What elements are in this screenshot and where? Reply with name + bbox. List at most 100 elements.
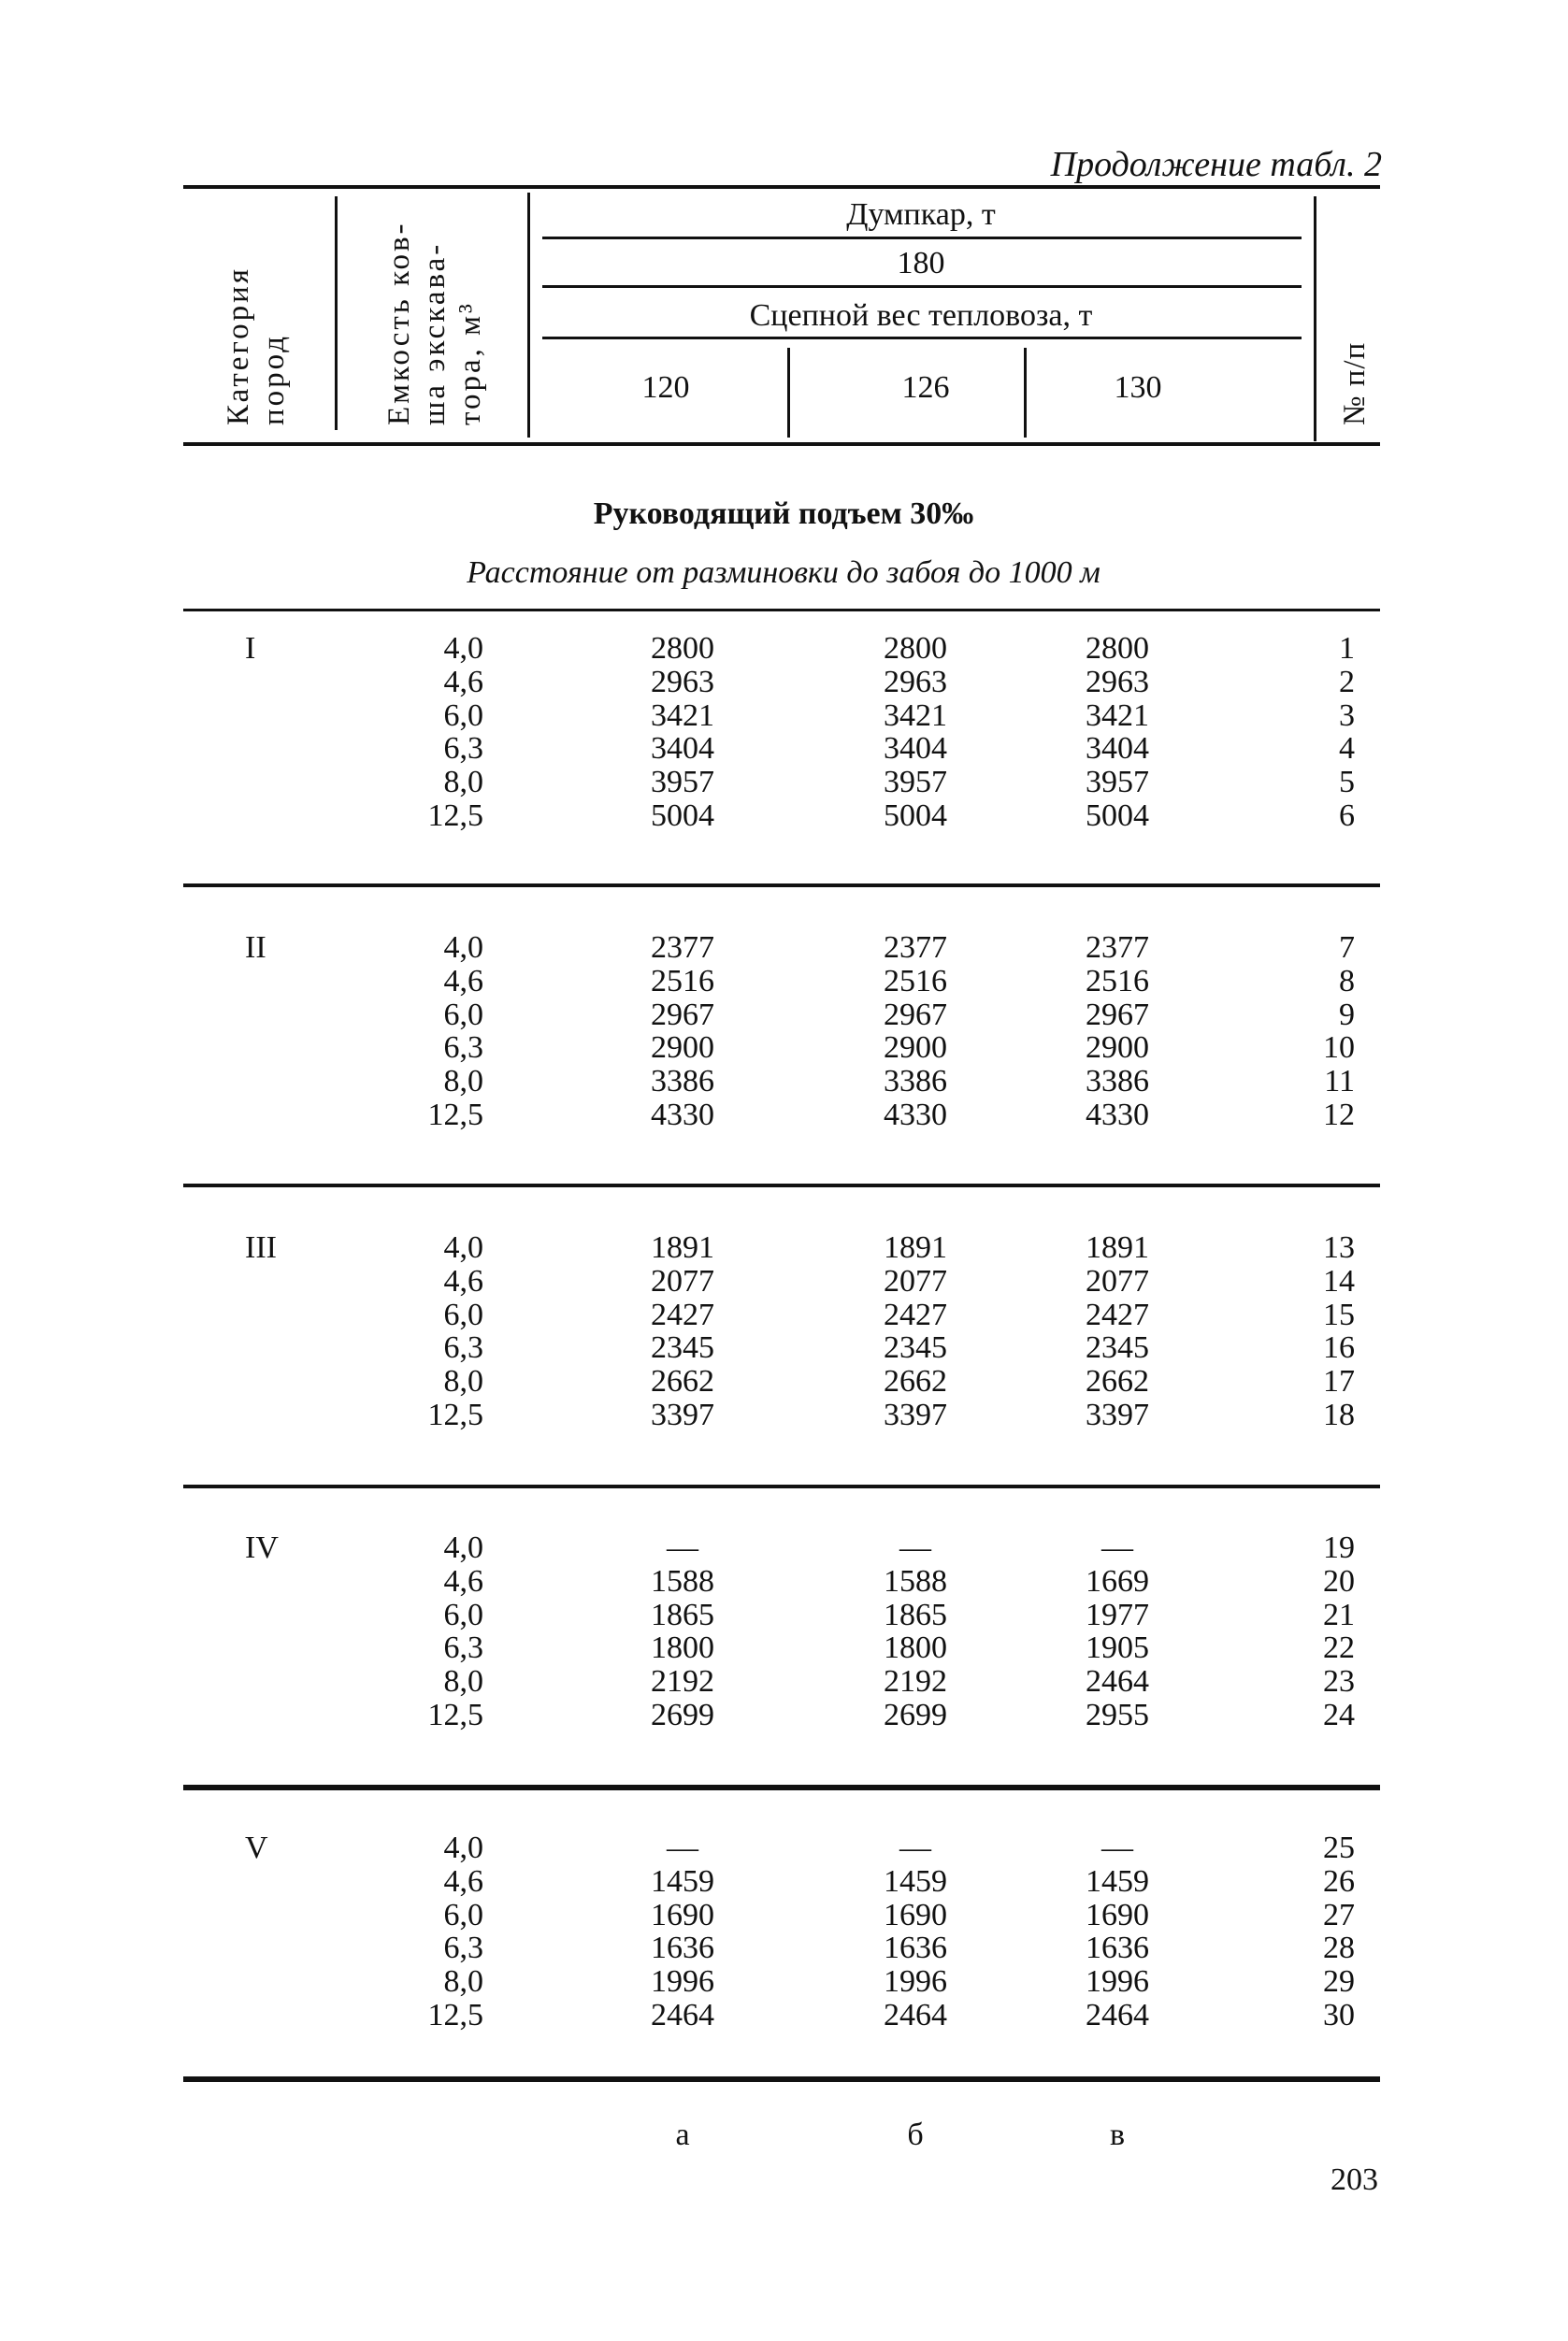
header-loco-value: 130 (1114, 370, 1162, 405)
value-a-cell: 1459 (651, 1863, 714, 1899)
value-c-cell: 3404 (1086, 731, 1149, 767)
row-number-cell: 3 (1339, 697, 1355, 733)
category-label: I (245, 631, 256, 666)
header-divider (1314, 196, 1316, 441)
capacity-cell: 12,5 (427, 1998, 484, 2032)
row-number-cell: 22 (1323, 1630, 1355, 1666)
value-c-cell: 1690 (1086, 1897, 1149, 1932)
header-capacity-line: ша экскава- (418, 241, 452, 425)
capacity-cell: 4,6 (443, 963, 484, 998)
row-number-cell: 8 (1339, 963, 1355, 998)
value-b-cell: 1865 (884, 1597, 947, 1632)
group-separator-rule (183, 1785, 1380, 1790)
row-number-cell: 2 (1339, 664, 1355, 699)
value-b-cell: — (899, 1530, 931, 1565)
capacity-cell: 4,6 (443, 664, 484, 699)
value-a-cell: 2427 (651, 1297, 714, 1332)
value-a-cell: 2077 (651, 1263, 714, 1299)
header-dumpcar-value: 180 (897, 246, 945, 280)
header-category: Категория пород (221, 266, 292, 425)
value-a-cell: 3397 (651, 1398, 714, 1432)
row-number-cell: 15 (1323, 1297, 1355, 1332)
capacity-cell: 8,0 (443, 1664, 484, 1700)
group-separator-rule (183, 1485, 1380, 1488)
value-c-cell: 2377 (1086, 930, 1149, 965)
row-number-cell: 16 (1323, 1330, 1355, 1366)
value-c-cell: 2516 (1086, 963, 1149, 998)
value-a-cell: 1800 (651, 1630, 714, 1666)
capacity-cell: 8,0 (443, 1064, 484, 1099)
capacity-cell: 8,0 (443, 765, 484, 800)
value-b-cell: 1636 (884, 1931, 947, 1966)
row-number-cell: 11 (1324, 1064, 1355, 1099)
row-number-cell: 17 (1323, 1364, 1355, 1400)
header-rule (542, 337, 1302, 339)
value-a-cell: 4330 (651, 1098, 714, 1132)
header-divider (787, 348, 790, 438)
page-number: 203 (1331, 2162, 1378, 2197)
row-number-cell: 6 (1339, 798, 1355, 833)
category-label: V (245, 1831, 268, 1865)
capacity-cell: 6,3 (443, 1630, 484, 1666)
value-c-cell: 1905 (1086, 1630, 1149, 1666)
capacity-cell: 6,3 (443, 1931, 484, 1966)
value-a-cell: 2699 (651, 1698, 714, 1732)
section-rule (183, 609, 1380, 611)
value-c-cell: 5004 (1086, 798, 1149, 833)
section-subtitle: Расстояние от разминовки до забоя до 100… (467, 555, 1100, 590)
value-c-cell: 1977 (1086, 1597, 1149, 1632)
header-dumpcar: Думпкар, т (846, 197, 996, 232)
value-a-cell: — (667, 1831, 698, 1865)
capacity-cell: 4,0 (443, 1530, 484, 1565)
value-b-cell: 2967 (884, 997, 947, 1032)
header-rule (542, 285, 1302, 288)
value-a-cell: 3404 (651, 731, 714, 767)
value-b-cell: 3386 (884, 1064, 947, 1099)
value-c-cell: 2963 (1086, 664, 1149, 699)
row-number-cell: 19 (1323, 1530, 1355, 1565)
row-number-cell: 27 (1323, 1897, 1355, 1932)
value-c-cell: 2345 (1086, 1330, 1149, 1366)
value-c-cell: 2900 (1086, 1030, 1149, 1066)
capacity-cell: 4,0 (443, 930, 484, 965)
value-a-cell: 1996 (651, 1964, 714, 2000)
row-number-cell: 12 (1323, 1098, 1355, 1132)
row-number-cell: 4 (1339, 731, 1355, 767)
value-c-cell: 2800 (1086, 631, 1149, 666)
value-a-cell: 2464 (651, 1998, 714, 2032)
value-b-cell: 1690 (884, 1897, 947, 1932)
value-c-cell: — (1101, 1530, 1133, 1565)
value-b-cell: 2377 (884, 930, 947, 965)
group-separator-rule (183, 883, 1380, 887)
category-label: III (245, 1230, 277, 1265)
value-a-cell: 5004 (651, 798, 714, 833)
value-b-cell: 2662 (884, 1364, 947, 1400)
row-number-cell: 20 (1323, 1563, 1355, 1599)
header-divider (527, 193, 530, 438)
value-c-cell: 4330 (1086, 1098, 1149, 1132)
row-number-cell: 13 (1323, 1230, 1355, 1265)
capacity-cell: 12,5 (427, 798, 484, 833)
value-c-cell: 1996 (1086, 1964, 1149, 2000)
value-b-cell: 1891 (884, 1230, 947, 1265)
value-b-cell: 4330 (884, 1098, 947, 1132)
value-a-cell: 2516 (651, 963, 714, 998)
group-separator-rule (183, 1184, 1380, 1187)
value-a-cell: 3386 (651, 1064, 714, 1099)
value-c-cell: 3957 (1086, 765, 1149, 800)
capacity-cell: 4,6 (443, 1863, 484, 1899)
row-number-cell: 23 (1323, 1664, 1355, 1700)
capacity-cell: 12,5 (427, 1398, 484, 1432)
value-b-cell: 1459 (884, 1863, 947, 1899)
value-a-cell: 2963 (651, 664, 714, 699)
capacity-cell: 6,0 (443, 997, 484, 1032)
header-category-line: пород (257, 334, 291, 425)
value-c-cell: — (1101, 1831, 1133, 1865)
value-a-cell: 3421 (651, 697, 714, 733)
value-c-cell: 3421 (1086, 697, 1149, 733)
row-number-cell: 10 (1323, 1030, 1355, 1066)
column-letter: б (907, 2118, 924, 2152)
header-number: № п/п (1337, 342, 1373, 425)
row-number-cell: 30 (1323, 1998, 1355, 2032)
row-number-cell: 5 (1339, 765, 1355, 800)
